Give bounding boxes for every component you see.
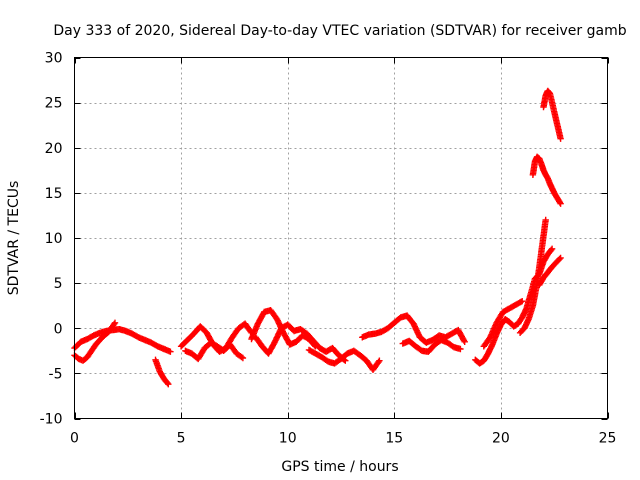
series-arc-k [472,316,522,367]
data-points [71,87,564,388]
x-tick-label: 10 [279,431,297,447]
data-point [460,337,468,344]
series-arc-o [529,153,564,207]
x-tick-label: 20 [492,431,510,447]
data-point [457,345,464,353]
series-arc-p [540,87,564,142]
data-point [110,320,118,328]
data-point [238,353,245,361]
y-tick-label: 20 [45,141,63,157]
data-point [557,135,564,142]
data-point [557,254,564,262]
data-point [542,216,549,224]
data-point [519,298,526,305]
grid [74,57,608,419]
series-arc-e [182,339,247,363]
data-point [557,200,564,207]
series-arc-h [305,346,383,373]
x-tick-label: 5 [177,431,186,447]
series-arc-q [536,254,564,289]
data-point [165,381,172,388]
axis-ticks [74,57,609,420]
x-tick-label: 25 [599,431,617,447]
series-arc-b [71,319,119,364]
x-axis-label: GPS time / hours [281,459,398,475]
y-tick-label: -10 [40,412,63,428]
series-arc-l [480,298,526,350]
data-point [167,348,174,355]
tick-labels: 0 5 10 15 20 25 -10 -5 0 5 10 15 20 25 30 [40,51,617,447]
data-point [548,245,556,252]
series-arc-g [252,321,349,364]
y-axis-label: SDTVAR / TECUs [6,181,22,296]
series-arc-c [152,356,172,388]
y-tick-label: 15 [45,186,63,202]
data-point [164,379,171,387]
data-point [111,319,119,326]
y-tick-label: -5 [49,366,63,382]
data-point [375,358,382,366]
x-tick-label: 0 [70,431,79,447]
chart-title: Day 333 of 2020, Sidereal Day-to-day VTE… [53,23,626,39]
data-point [376,357,383,364]
y-tick-label: 30 [45,51,63,67]
series-arc-i [359,312,468,346]
y-tick-label: 5 [54,276,63,292]
y-tick-label: 25 [45,96,63,112]
x-tick-label: 15 [385,431,403,447]
y-tick-label: 0 [54,321,63,337]
series-arc-j [399,336,464,355]
data-point [548,246,555,254]
y-tick-label: 10 [45,231,63,247]
data-point [556,255,563,263]
data-point [239,354,247,362]
data-point [461,338,468,345]
